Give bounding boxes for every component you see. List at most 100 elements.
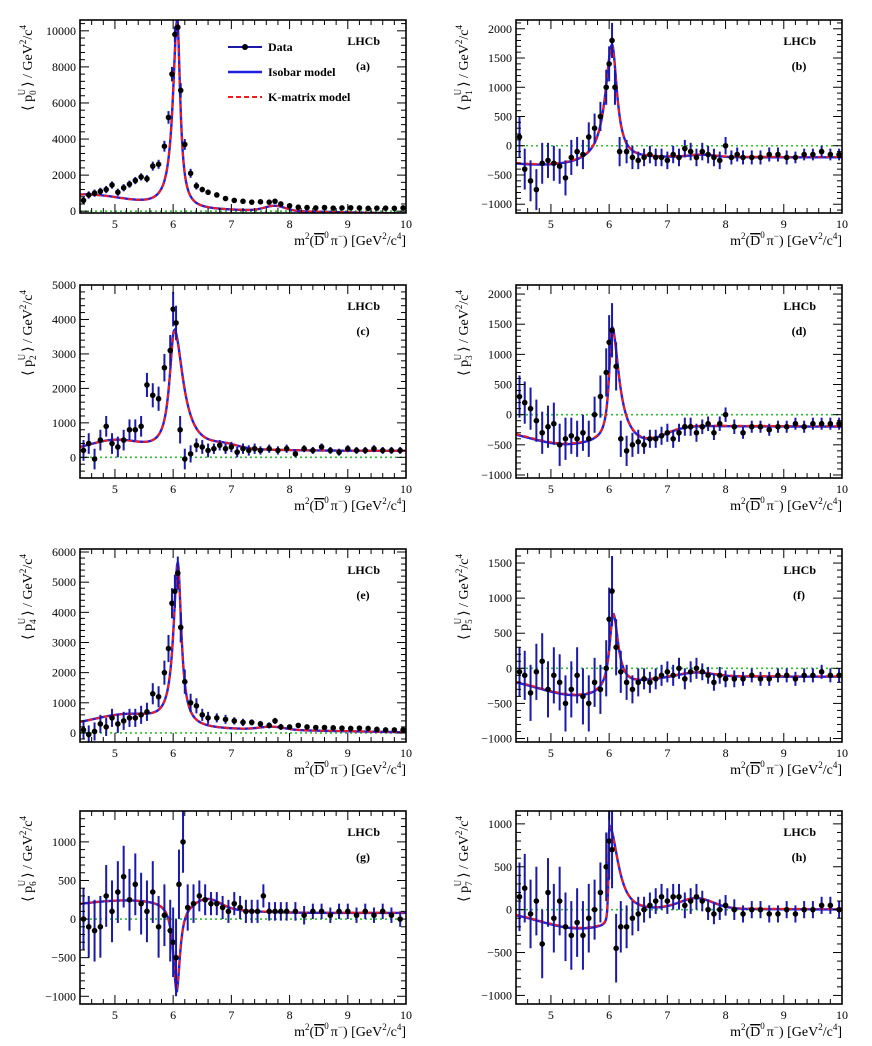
y-tick-label: 1000 [488, 347, 512, 361]
y-tick-label: −500 [487, 168, 512, 182]
y-tick-label: 2000 [52, 666, 76, 680]
data-point [193, 183, 200, 189]
x-tick-label: 7 [664, 1008, 670, 1022]
data-point [731, 906, 738, 913]
data-point [545, 686, 551, 693]
data-point [580, 151, 586, 158]
x-tick-label: 6 [170, 217, 176, 231]
y-tick-label: −500 [51, 951, 76, 965]
data-point [556, 163, 563, 170]
data-point [757, 154, 764, 161]
y-tick-label: 500 [58, 873, 76, 887]
x-tick-label: 5 [112, 746, 118, 760]
data-point [740, 911, 746, 917]
data-point [310, 447, 316, 454]
data-point [181, 456, 188, 462]
data-point [144, 382, 150, 388]
data-point [202, 896, 208, 903]
data-point [635, 157, 642, 164]
panel-tag: (d) [792, 324, 807, 338]
data-point [172, 588, 178, 595]
data-point [612, 84, 618, 91]
y-tick-label: 1500 [488, 51, 512, 65]
data-point [301, 445, 307, 452]
y-tick-label: −500 [487, 438, 512, 452]
data-point [347, 204, 354, 211]
data-point [827, 672, 834, 679]
data-point [722, 142, 729, 149]
d-bar: D [750, 499, 760, 514]
data-point [155, 924, 162, 930]
data-point [775, 672, 781, 679]
panel-d: 5 6 7 8 9 10 −1000 −500 0 500 1000 1500 2000 LHCb (d) m… [453, 284, 848, 514]
data-point [172, 31, 178, 38]
data-point [103, 893, 109, 899]
data-point [705, 906, 711, 913]
x-tick-label: 7 [664, 746, 670, 760]
data-point [132, 177, 139, 184]
y-tick-label: 1000 [488, 80, 512, 94]
data-point [585, 134, 592, 140]
data-point [664, 898, 671, 904]
data-point [801, 906, 807, 913]
x-tick-label: 5 [548, 482, 554, 496]
x-tick-label: 10 [836, 482, 848, 496]
y-tick-label: −1000 [481, 988, 512, 1002]
data-point [827, 902, 834, 909]
y-tick-label: 6000 [52, 545, 76, 559]
data-point [613, 945, 619, 952]
data-point [91, 190, 98, 196]
data-point [647, 435, 653, 442]
data-point [609, 588, 615, 594]
data-point [103, 186, 109, 193]
data-point [109, 182, 115, 188]
data-point [400, 727, 406, 733]
data-point [521, 399, 528, 406]
data-point [103, 724, 109, 730]
data-point [170, 306, 176, 312]
data-point [613, 363, 619, 370]
data-point [295, 204, 302, 211]
data-point [400, 205, 406, 211]
x-tick-label: 10 [400, 482, 412, 496]
data-point [597, 686, 604, 693]
data-point [775, 151, 781, 158]
y-tick-label: 1000 [52, 696, 76, 710]
y-tick-label: 500 [494, 626, 512, 640]
data-point [356, 725, 363, 731]
y-tick-label: 0 [70, 912, 76, 926]
data-point [647, 679, 653, 686]
data-point [606, 339, 612, 346]
data-point [283, 908, 290, 915]
data-point [568, 432, 575, 439]
data-point [603, 665, 610, 672]
data-point [539, 941, 545, 947]
data-point [374, 726, 380, 733]
data-point [568, 932, 575, 939]
data-point [120, 873, 127, 880]
data-point [682, 145, 688, 152]
d-bar: D [314, 234, 324, 249]
data-point [379, 447, 386, 454]
data-point [670, 893, 676, 900]
data-point [783, 154, 790, 161]
data-point [693, 154, 700, 161]
panel-tag: (h) [792, 850, 807, 864]
data-point [181, 141, 188, 148]
data-point [606, 616, 612, 622]
data-point [623, 679, 630, 686]
data-point [647, 151, 653, 158]
data-point [126, 426, 133, 433]
data-point [173, 320, 179, 326]
data-point [699, 423, 706, 430]
panel-g: 5 6 7 8 9 10 −1000 −500 0 500 1000 LHCb (g) m2(D0 π−) … [17, 810, 412, 1040]
data-point [161, 912, 168, 919]
data-point [597, 113, 604, 120]
data-point [617, 669, 624, 675]
y-tick-label: 4000 [52, 132, 76, 146]
y-tick-label: 1500 [488, 556, 512, 570]
data-point [801, 423, 807, 430]
data-point [365, 205, 371, 212]
data-point [257, 447, 264, 454]
